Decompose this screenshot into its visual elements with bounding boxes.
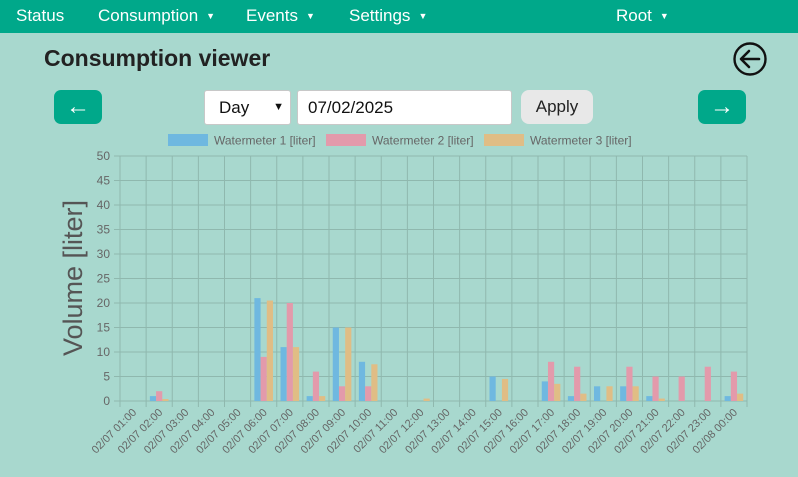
arrow-right-icon: → (710, 93, 734, 120)
y-tick-label: 10 (97, 345, 111, 359)
chart-bar (567, 396, 575, 401)
chart-bar (632, 386, 639, 401)
chart-bar (704, 366, 711, 401)
chart-bar (501, 378, 509, 401)
period-select-value: Day (219, 98, 250, 117)
legend-swatch (326, 134, 366, 146)
y-tick-label: 25 (97, 272, 111, 286)
chart-bar (652, 376, 659, 401)
back-button[interactable] (733, 42, 767, 76)
chart-bar (280, 347, 287, 401)
arrow-left-circle-icon (733, 42, 767, 76)
chart-bar (678, 376, 685, 401)
nav-status-label: Status (16, 6, 65, 25)
legend-label: Watermeter 1 [liter] (214, 134, 316, 148)
chart-bar (365, 386, 372, 401)
period-select[interactable]: Day ▼ (204, 90, 291, 125)
chart-bar (580, 393, 587, 401)
chart-bar (319, 396, 326, 401)
date-input[interactable]: 07/02/2025 (297, 90, 512, 125)
next-day-button[interactable]: → (698, 90, 746, 124)
top-navbar: Status Consumption ▼ Events ▼ Settings ▼ Ro… (0, 0, 798, 33)
previous-day-button[interactable]: ← (54, 90, 102, 124)
chart-bar (423, 398, 430, 401)
chevron-down-icon: ▼ (418, 11, 428, 21)
y-tick-label: 20 (97, 296, 111, 310)
chart-bar (646, 396, 653, 401)
nav-consumption[interactable]: Consumption ▼ (98, 0, 215, 33)
nav-consumption-label: Consumption (98, 6, 199, 25)
chart-bar (371, 364, 378, 401)
arrow-left-icon: ← (66, 93, 90, 120)
chart-bar (312, 371, 320, 401)
nav-settings-label: Settings (349, 6, 411, 25)
y-tick-label: 40 (97, 198, 111, 212)
nav-root[interactable]: Root ▼ (616, 0, 669, 33)
chart-bar (724, 396, 731, 401)
chart-bar (574, 366, 581, 401)
chart-bar (489, 376, 496, 401)
nav-settings[interactable]: Settings ▼ (349, 0, 427, 33)
legend-label: Watermeter 2 [liter] (372, 134, 474, 148)
chart-bar (737, 393, 744, 401)
chart-bar (254, 298, 261, 401)
y-tick-label: 50 (97, 149, 111, 163)
chart-bar (286, 303, 293, 401)
chart-bar (730, 371, 738, 401)
chart-bar (149, 396, 157, 401)
legend-label: Watermeter 3 [liter] (530, 134, 632, 148)
date-input-value: 07/02/2025 (308, 98, 394, 117)
nav-events[interactable]: Events ▼ (246, 0, 315, 33)
chart-bar (541, 381, 548, 401)
chevron-down-icon: ▼ (305, 11, 315, 21)
y-tick-label: 0 (103, 394, 110, 408)
chart-bar (626, 366, 633, 401)
chart-bar (547, 361, 555, 401)
nav-events-label: Events (246, 6, 298, 25)
nav-status[interactable]: Status (16, 0, 64, 33)
chevron-down-icon: ▼ (659, 11, 669, 21)
legend-swatch (484, 134, 524, 146)
chart-bar (292, 347, 300, 401)
chevron-down-icon: ▼ (273, 101, 284, 113)
y-tick-label: 35 (97, 223, 111, 237)
page-title: Consumption viewer (44, 45, 271, 71)
chart-bar (606, 386, 613, 401)
chart-bar (162, 399, 169, 401)
chart-bar (658, 398, 665, 401)
chart-bar (266, 300, 273, 401)
chart-bar (306, 396, 313, 401)
chart-bar (260, 356, 267, 401)
y-tick-label: 30 (97, 247, 111, 261)
chart-bar (594, 386, 601, 401)
y-tick-label: 5 (103, 370, 110, 384)
y-axis-label: Volume [liter] (58, 200, 88, 356)
chart-bar (338, 386, 346, 401)
y-tick-label: 45 (97, 174, 111, 188)
chart-bar (554, 383, 561, 401)
chart-bar (345, 327, 352, 401)
legend-swatch (168, 134, 208, 146)
chevron-down-icon: ▼ (206, 11, 216, 21)
chart-bar (620, 386, 627, 401)
chart-bar (358, 361, 366, 401)
chart-bar (332, 327, 339, 401)
nav-root-label: Root (616, 6, 652, 25)
chart-bar (156, 391, 163, 401)
y-tick-label: 15 (97, 321, 111, 335)
apply-button[interactable]: Apply (521, 90, 593, 124)
